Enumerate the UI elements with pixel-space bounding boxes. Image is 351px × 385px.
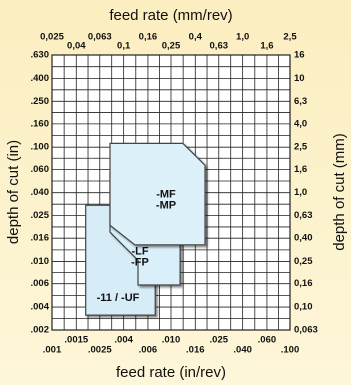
right-tick-label: 0,63 <box>294 210 313 221</box>
left-tick-label: .100 <box>31 142 50 153</box>
bottom-tick-label: .060 <box>258 335 277 346</box>
left-axis-title: depth of cut (in) <box>5 140 22 244</box>
bottom-tick-label: .004 <box>114 335 133 346</box>
right-tick-label: 6,3 <box>294 96 307 107</box>
left-tick-label: .250 <box>31 96 50 107</box>
top-tick-label: 1,0 <box>236 32 249 43</box>
top-tick-label: 0,16 <box>139 32 158 43</box>
left-tick-label: .016 <box>31 233 50 244</box>
bottom-tick-label: .016 <box>186 345 205 356</box>
tick-labels: 0,0250,040,0630,10,160,250,40,631,01,62,… <box>31 32 318 356</box>
bottom-axis-title: feed rate (in/rev) <box>116 364 226 381</box>
left-tick-label: .025 <box>31 210 50 221</box>
top-tick-label: 0,63 <box>210 41 229 52</box>
left-tick-label: .060 <box>31 164 50 175</box>
top-tick-label: 0,4 <box>189 32 203 43</box>
right-tick-label: 0,40 <box>294 233 313 244</box>
top-tick-label: 0,25 <box>162 41 181 52</box>
region-label: -FP <box>131 256 149 268</box>
region <box>109 142 206 246</box>
right-tick-label: 4,0 <box>294 118 307 129</box>
bottom-tick-label: .025 <box>210 335 229 346</box>
left-tick-label: .006 <box>31 278 50 289</box>
plot-frame <box>51 54 291 331</box>
bottom-tick-label: .006 <box>139 345 158 356</box>
right-tick-label: 2,5 <box>294 142 308 153</box>
left-tick-label: .010 <box>31 256 50 267</box>
region-label: -LF <box>131 245 148 257</box>
right-axis-title: depth of cut (mm) <box>331 133 348 251</box>
right-tick-label: 0,16 <box>294 278 313 289</box>
left-tick-label: .004 <box>31 302 50 313</box>
regions: -11 / -UF -LF-FP -MF-MP <box>85 142 206 316</box>
right-tick-label: 0,10 <box>294 302 313 313</box>
left-tick-label: .002 <box>31 325 50 336</box>
top-tick-label: 0,063 <box>88 32 112 43</box>
region-label: -11 / -UF <box>97 292 140 304</box>
bottom-tick-label: .0025 <box>88 345 112 356</box>
left-tick-label: .400 <box>31 73 50 84</box>
bottom-tick-label: .100 <box>281 345 300 356</box>
right-tick-label: 10 <box>294 73 305 84</box>
left-tick-label: .160 <box>31 118 50 129</box>
bottom-tick-label: .040 <box>233 345 252 356</box>
right-tick-label: 0,25 <box>294 256 313 267</box>
bottom-tick-label: .0015 <box>64 335 88 346</box>
top-tick-label: 1,6 <box>260 41 273 52</box>
top-tick-label: 0,04 <box>67 41 86 52</box>
left-tick-label: .040 <box>31 187 50 198</box>
right-tick-label: 0,063 <box>294 325 318 336</box>
bottom-tick-label: .001 <box>43 345 62 356</box>
region-label: -MP <box>156 199 176 211</box>
top-axis-title: feed rate (mm/rev) <box>109 7 232 24</box>
left-tick-label: .630 <box>31 50 50 61</box>
right-tick-label: 16 <box>294 50 305 61</box>
right-tick-label: 1,0 <box>294 187 307 198</box>
region-label: -MF <box>156 188 176 200</box>
top-tick-label: 0,1 <box>117 41 131 52</box>
bottom-tick-label: .010 <box>162 335 181 346</box>
right-tick-label: 1,6 <box>294 164 307 175</box>
top-tick-label: 2,5 <box>283 32 297 43</box>
top-tick-label: 0,025 <box>40 32 64 43</box>
